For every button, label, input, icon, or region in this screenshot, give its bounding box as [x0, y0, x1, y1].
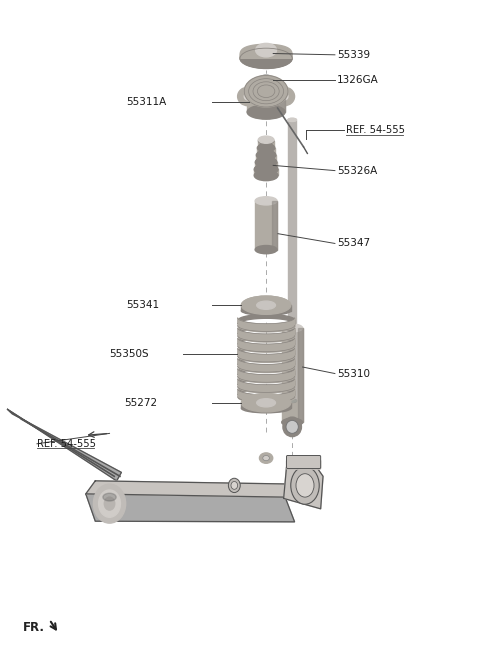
Ellipse shape [286, 420, 299, 434]
Ellipse shape [288, 400, 297, 402]
Text: 55341: 55341 [126, 300, 159, 310]
Ellipse shape [288, 400, 297, 403]
Ellipse shape [254, 171, 278, 180]
Bar [272, 201, 277, 250]
Ellipse shape [247, 105, 285, 119]
Text: 55311A: 55311A [126, 96, 167, 107]
Ellipse shape [241, 296, 291, 314]
Text: 55350S: 55350S [109, 349, 149, 359]
Bar [255, 201, 277, 250]
Ellipse shape [260, 453, 273, 463]
Ellipse shape [255, 245, 277, 254]
Text: 55326A: 55326A [337, 165, 377, 176]
Ellipse shape [231, 482, 238, 489]
Ellipse shape [257, 301, 276, 310]
Ellipse shape [254, 164, 278, 174]
Ellipse shape [94, 484, 126, 523]
Polygon shape [86, 481, 295, 497]
Text: 55347: 55347 [337, 238, 371, 249]
FancyBboxPatch shape [287, 455, 321, 468]
FancyBboxPatch shape [287, 460, 321, 469]
Ellipse shape [259, 75, 274, 84]
Bar [254, 169, 278, 175]
Ellipse shape [263, 455, 269, 461]
Bar [257, 148, 275, 154]
Polygon shape [8, 409, 121, 481]
Ellipse shape [244, 93, 252, 100]
Text: FR.: FR. [23, 621, 45, 634]
Polygon shape [86, 494, 295, 522]
Bar [288, 120, 297, 401]
Text: 55272: 55272 [124, 398, 157, 408]
Ellipse shape [247, 84, 285, 98]
Ellipse shape [255, 197, 277, 205]
Ellipse shape [241, 394, 291, 412]
Ellipse shape [241, 394, 291, 412]
Bar [255, 162, 277, 169]
Ellipse shape [257, 399, 276, 407]
Text: 55310: 55310 [337, 369, 370, 379]
Ellipse shape [103, 493, 116, 501]
Bar [258, 141, 274, 147]
Ellipse shape [256, 43, 276, 57]
Ellipse shape [98, 490, 120, 518]
Ellipse shape [288, 118, 297, 121]
Ellipse shape [255, 157, 277, 167]
Ellipse shape [256, 151, 276, 159]
Ellipse shape [288, 118, 297, 121]
Ellipse shape [296, 474, 314, 497]
Text: REF. 54-555: REF. 54-555 [37, 439, 96, 449]
Ellipse shape [282, 419, 302, 426]
Ellipse shape [241, 296, 291, 314]
Text: 1326GA: 1326GA [337, 75, 379, 85]
Ellipse shape [240, 48, 292, 68]
Ellipse shape [228, 478, 240, 493]
Ellipse shape [283, 417, 301, 437]
Ellipse shape [282, 324, 302, 332]
Bar [276, 91, 285, 112]
Bar [282, 328, 302, 422]
Bar [241, 305, 291, 311]
Ellipse shape [280, 93, 288, 100]
Ellipse shape [256, 157, 276, 165]
Ellipse shape [244, 75, 288, 107]
Ellipse shape [241, 306, 291, 316]
Ellipse shape [255, 163, 277, 173]
Ellipse shape [258, 144, 274, 150]
Bar [241, 403, 291, 408]
Ellipse shape [262, 77, 270, 82]
Bar [256, 155, 276, 161]
Ellipse shape [291, 466, 319, 504]
Polygon shape [240, 44, 292, 58]
Ellipse shape [274, 87, 295, 106]
Bar [247, 91, 285, 112]
Text: 55339: 55339 [337, 50, 371, 60]
Ellipse shape [257, 150, 275, 158]
Polygon shape [284, 459, 323, 509]
Ellipse shape [257, 302, 275, 308]
Ellipse shape [258, 137, 274, 144]
Ellipse shape [104, 497, 115, 510]
Text: REF. 54-555: REF. 54-555 [346, 125, 405, 135]
Ellipse shape [257, 144, 275, 152]
Bar [298, 328, 302, 422]
Ellipse shape [241, 403, 291, 413]
Ellipse shape [238, 87, 259, 106]
Ellipse shape [258, 136, 274, 143]
